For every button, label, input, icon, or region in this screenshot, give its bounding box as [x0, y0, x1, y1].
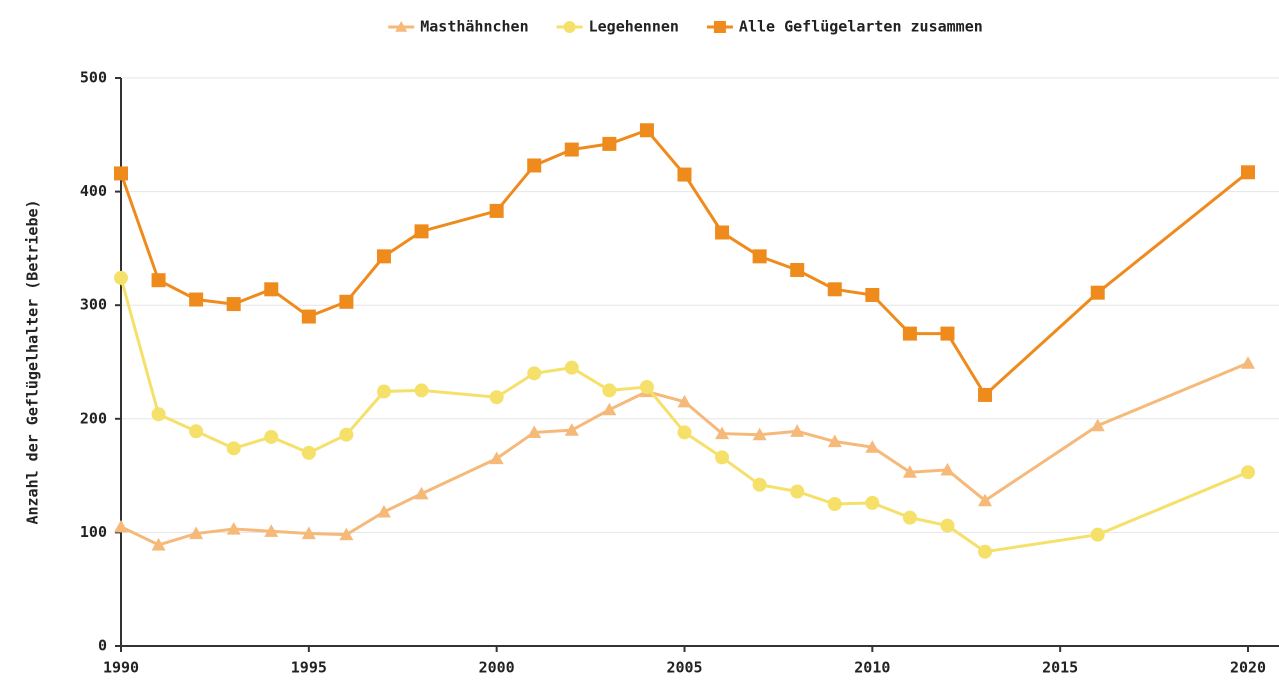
marker: [602, 383, 617, 398]
marker: [151, 273, 166, 288]
marker: [752, 427, 767, 441]
marker: [527, 425, 542, 439]
marker: [376, 249, 391, 264]
marker: [376, 504, 391, 518]
legend-marker: [395, 21, 408, 32]
marker: [226, 297, 241, 312]
marker: [226, 521, 241, 535]
marker: [978, 387, 993, 402]
marker: [489, 451, 504, 465]
marker: [114, 270, 128, 285]
x-tick-label: 2005: [666, 659, 702, 677]
legend-label: Alle Geflügelarten zusammen: [739, 18, 983, 36]
marker: [414, 383, 429, 398]
legend-marker: [563, 21, 576, 33]
marker: [940, 462, 955, 476]
marker: [489, 390, 504, 405]
marker: [827, 434, 842, 448]
legend-marker: [713, 21, 726, 33]
marker: [339, 294, 354, 309]
marker: [189, 424, 204, 439]
marker: [264, 429, 279, 444]
marker: [940, 326, 955, 341]
marker: [677, 167, 692, 182]
y-axis-label: Anzahl der Geflügelhalter (Betriebe): [24, 199, 42, 524]
marker: [677, 394, 692, 408]
marker: [1090, 527, 1105, 542]
marker: [865, 440, 880, 453]
marker: [151, 537, 166, 551]
marker: [1241, 356, 1255, 369]
y-tick-label: 400: [80, 182, 107, 200]
marker: [414, 224, 429, 239]
marker: [339, 527, 354, 541]
marker: [489, 203, 504, 218]
legend-label: Legehennen: [589, 18, 679, 36]
marker: [790, 484, 805, 499]
marker: [114, 519, 128, 533]
marker: [978, 493, 993, 507]
marker: [189, 526, 204, 540]
marker: [940, 518, 955, 533]
y-tick-label: 200: [80, 409, 107, 427]
marker: [677, 425, 692, 440]
marker: [602, 136, 617, 151]
marker: [1090, 285, 1105, 300]
y-tick-label: 100: [80, 523, 107, 541]
marker: [752, 249, 767, 264]
marker: [752, 477, 767, 492]
marker: [376, 384, 391, 399]
marker: [865, 287, 880, 302]
marker: [865, 495, 880, 510]
x-tick-label: 1995: [291, 659, 327, 677]
marker: [151, 407, 166, 422]
y-tick-label: 300: [80, 296, 107, 314]
marker: [902, 326, 917, 341]
x-tick-label: 1990: [103, 659, 139, 677]
x-tick-label: 2015: [1042, 659, 1078, 677]
marker: [639, 123, 654, 138]
marker: [715, 426, 730, 440]
marker: [715, 225, 730, 240]
marker: [978, 544, 993, 559]
marker: [564, 423, 579, 436]
marker: [564, 142, 579, 157]
marker: [639, 379, 654, 394]
marker: [264, 524, 279, 537]
marker: [339, 427, 354, 442]
x-tick-label: 2010: [854, 659, 890, 677]
marker: [1090, 418, 1105, 432]
marker: [301, 309, 316, 324]
y-tick-label: 500: [80, 69, 107, 87]
marker: [902, 510, 917, 525]
marker: [301, 445, 316, 460]
marker: [827, 497, 842, 511]
marker: [189, 292, 204, 307]
x-tick-label: 2000: [479, 659, 515, 677]
marker: [527, 366, 542, 381]
marker: [301, 526, 316, 540]
series-line: [120, 361, 1249, 547]
y-tick-label: 0: [98, 637, 107, 655]
marker: [827, 282, 842, 297]
series-line: [119, 277, 1249, 554]
marker: [1241, 465, 1255, 480]
x-tick-label: 2020: [1230, 659, 1266, 677]
marker: [414, 486, 429, 500]
marker: [790, 262, 805, 277]
marker: [602, 402, 617, 416]
marker: [564, 360, 579, 375]
marker: [790, 424, 805, 437]
legend-label: Masthähnchen: [420, 18, 528, 36]
marker: [902, 465, 917, 478]
marker: [226, 441, 241, 456]
marker: [1241, 165, 1255, 180]
marker: [527, 158, 542, 173]
marker: [264, 282, 279, 297]
marker: [114, 166, 128, 181]
marker: [715, 450, 730, 465]
